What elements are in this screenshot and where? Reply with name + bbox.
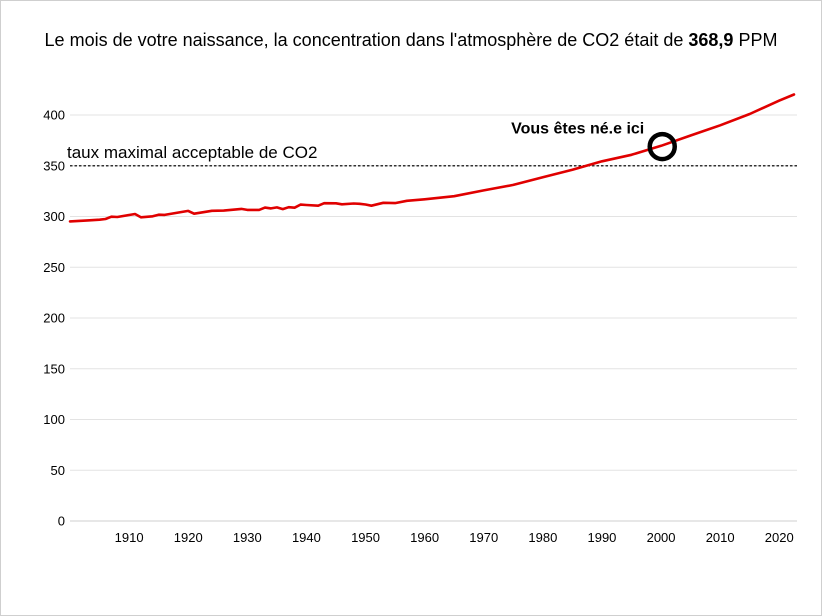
x-axis-ticks: 1910 1920 1930 1940 1950 1960 1970 1980 1990 2000… [115, 530, 794, 545]
x-tick-label: 2010 [706, 530, 735, 545]
birth-marker-label: Vous êtes né.e ici [511, 121, 644, 138]
birth-marker-circle [647, 131, 677, 162]
y-tick-label: 250 [43, 260, 65, 275]
threshold-label: taux maximal acceptable de CO2 [67, 143, 317, 162]
x-tick-label: 2000 [647, 530, 676, 545]
x-tick-label: 1960 [410, 530, 439, 545]
x-tick-label: 2020 [765, 530, 794, 545]
y-tick-label: 50 [51, 463, 65, 478]
x-tick-label: 1970 [469, 530, 498, 545]
x-tick-label: 1930 [233, 530, 262, 545]
y-tick-label: 100 [43, 412, 65, 427]
x-tick-label: 1920 [174, 530, 203, 545]
x-tick-label: 1990 [587, 530, 616, 545]
x-tick-label: 1940 [292, 530, 321, 545]
title-value: 368,9 [688, 30, 734, 50]
y-tick-label: 400 [43, 108, 65, 123]
x-tick-label: 1950 [351, 530, 380, 545]
grid-lines [70, 114, 797, 522]
y-tick-label: 350 [43, 158, 65, 173]
co2-series-line [68, 93, 796, 223]
y-tick-label: 0 [58, 514, 65, 529]
y-tick-label: 150 [43, 361, 65, 376]
title-prefix: Le mois de votre naissance, la concentra… [44, 30, 684, 50]
chart-title: Le mois de votre naissance, la concentra… [0, 30, 822, 51]
y-tick-label: 200 [43, 311, 65, 326]
x-tick-label: 1910 [115, 530, 144, 545]
y-tick-label: 300 [43, 209, 65, 224]
title-unit: PPM [738, 30, 778, 50]
y-axis-ticks: 0 50 100 150 200 250 300 350 400 [43, 108, 65, 529]
x-tick-label: 1980 [528, 530, 557, 545]
